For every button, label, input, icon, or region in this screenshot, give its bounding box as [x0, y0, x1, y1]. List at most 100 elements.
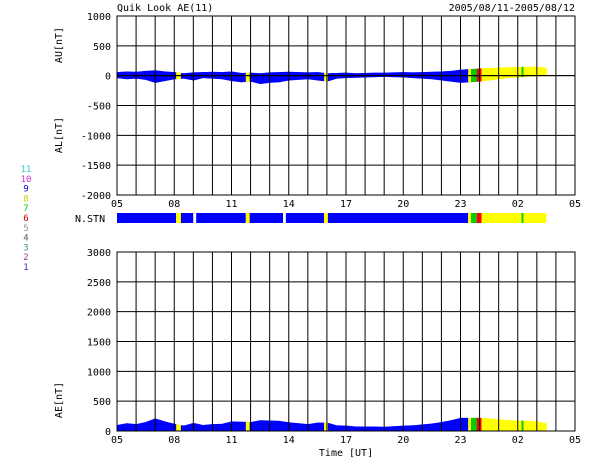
ae-area-slice — [542, 422, 544, 431]
ae-area-slice — [313, 423, 315, 431]
au-al-area-slice — [280, 72, 282, 82]
au-al-area-slice — [448, 71, 450, 82]
ae-area-slice — [189, 423, 191, 431]
ae-area-slice — [279, 420, 281, 431]
ae-area-slice — [462, 417, 464, 431]
ae-area-slice — [537, 421, 540, 431]
ae-area-slice — [505, 420, 507, 431]
ae-area-slice — [273, 420, 275, 431]
ae-area-slice — [240, 421, 242, 431]
x-tick-label: 14 — [283, 199, 295, 210]
station-bar-segment — [180, 213, 194, 223]
au-al-area-slice — [401, 72, 403, 78]
ae-area-slice — [223, 423, 226, 431]
ae-area-slice — [488, 418, 490, 431]
ae-area-slice — [280, 421, 282, 431]
au-al-area-slice — [263, 72, 266, 84]
ae-area-slice — [194, 423, 196, 431]
ae-area-slice — [277, 420, 279, 431]
ae-area-slice — [429, 423, 431, 431]
ae-area-slice — [266, 420, 269, 431]
ae-area-slice — [229, 421, 231, 431]
ae-area-slice — [469, 417, 471, 431]
ae-area-slice — [447, 420, 449, 431]
au-al-area-slice — [331, 73, 334, 80]
ae-area-slice — [544, 422, 546, 431]
ae-area-slice — [158, 419, 160, 431]
ae-area-slice — [297, 423, 299, 431]
au-al-area-slice — [537, 66, 540, 77]
ae-area-slice — [431, 423, 434, 431]
au-al-area-slice — [233, 71, 235, 82]
ae-area-slice — [150, 420, 152, 431]
ae-area-slice — [458, 418, 460, 431]
au-al-area-slice — [267, 72, 270, 84]
ae-area-slice — [245, 421, 248, 431]
au-al-area-slice — [278, 72, 280, 83]
ae-area-slice — [501, 419, 503, 431]
ae-area-slice — [333, 424, 335, 431]
x-tick-label: 02 — [512, 435, 524, 446]
ae-area-slice — [449, 420, 451, 431]
ae-area-slice — [239, 421, 241, 431]
ae-area-slice — [285, 421, 288, 431]
au-al-area-slice — [449, 70, 451, 82]
ae-area-slice — [237, 421, 239, 431]
ae-area-slice — [358, 426, 360, 431]
ae-area-slice — [201, 424, 204, 431]
ae-area-slice — [251, 421, 253, 431]
ae-area-slice — [262, 420, 264, 431]
au-al-area-slice — [255, 73, 257, 83]
ae-area-slice — [520, 420, 522, 431]
ae-area-slice — [395, 426, 397, 431]
ae-area-slice — [334, 424, 336, 431]
au-al-area-slice — [264, 72, 267, 84]
au-al-area-slice — [320, 72, 322, 81]
ae-area-slice — [526, 420, 528, 431]
ae-area-slice — [385, 426, 387, 431]
ae-area-slice — [236, 421, 238, 431]
au-al-area-slice — [253, 72, 255, 83]
au-al-area-slice — [165, 71, 168, 81]
au-al-area-slice — [282, 71, 284, 82]
ae-area-slice — [514, 420, 517, 431]
ae-area-slice — [422, 424, 424, 431]
au-al-area-slice — [536, 66, 539, 77]
ae-area-slice — [518, 420, 521, 431]
au-al-area-slice — [322, 72, 324, 82]
au-al-x-ticks: 05 08 11 14 17 20 23 02 05 — [111, 199, 581, 210]
ae-area-slice — [420, 424, 422, 431]
y-tick-label: -2000 — [81, 191, 111, 202]
au-al-area-slice — [248, 72, 251, 82]
ae-area-slice — [378, 426, 380, 431]
ae-area-slice — [275, 420, 277, 431]
ae-area-slice — [276, 420, 278, 431]
ae-area-slice — [499, 419, 501, 431]
ae-area-slice — [312, 423, 314, 431]
ae-area-slice — [491, 418, 494, 431]
ae-area-slice — [531, 421, 533, 431]
au-al-area-slice — [250, 72, 252, 82]
au-al-area-slice — [452, 70, 455, 82]
au-al-area-slice — [453, 70, 456, 83]
ae-area-slice — [490, 418, 492, 431]
ae-axis-label: AE[nT] — [54, 382, 65, 418]
ae-area-slice — [400, 425, 402, 431]
ae-area-slice — [241, 421, 244, 431]
date-range: 2005/08/11-2005/08/12 — [449, 3, 575, 14]
ae-area-slice — [226, 422, 229, 431]
station-bar-segment — [245, 213, 250, 223]
au-al-area-slice — [458, 69, 460, 83]
ae-area-slice — [221, 423, 223, 431]
legend-entry: 6 — [23, 214, 28, 224]
ae-area-slice — [419, 424, 421, 431]
au-al-area-slice — [316, 72, 318, 81]
ae-area-slice — [252, 421, 254, 431]
au-al-area-slice — [521, 66, 523, 78]
x-tick-label: 11 — [225, 199, 237, 210]
au-al-area-slice — [193, 72, 195, 81]
x-tick-label: 05 — [569, 435, 581, 446]
au-al-area-slice — [158, 70, 160, 83]
au-al-area-slice — [189, 72, 191, 80]
ae-area-slice — [321, 422, 323, 431]
